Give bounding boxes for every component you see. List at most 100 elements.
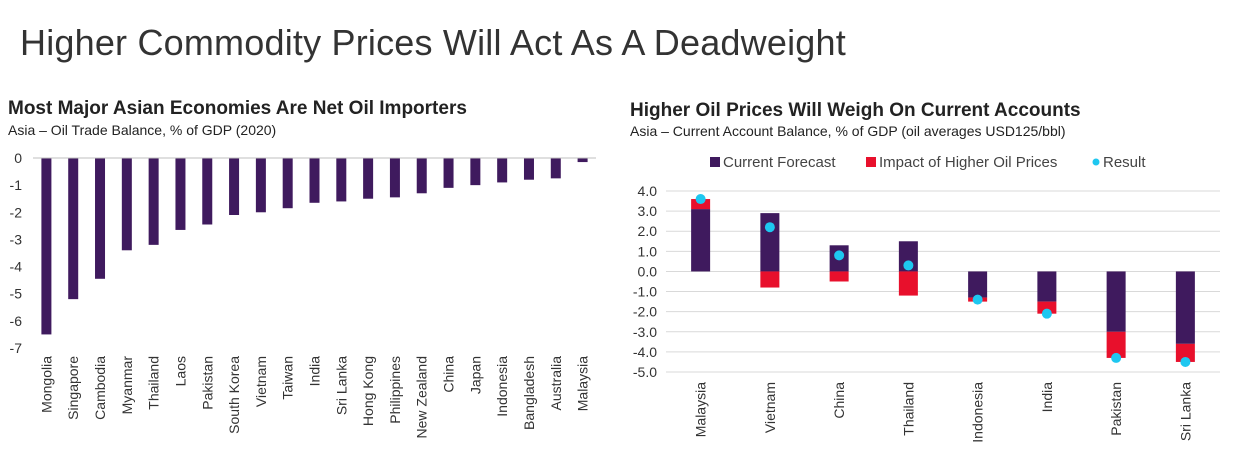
x-tick-label: Indonesia — [970, 382, 986, 443]
legend-swatch — [1092, 158, 1100, 166]
result-point — [972, 294, 983, 305]
x-tick-label: Malaysia — [575, 356, 591, 411]
x-tick-label: Thailand — [900, 382, 916, 436]
legend-label: Impact of Higher Oil Prices — [879, 154, 1057, 171]
x-tick-label: Vietnam — [762, 382, 778, 433]
x-tick-label: India — [1039, 382, 1055, 413]
bar — [550, 158, 561, 179]
legend-label: Current Forecast — [723, 154, 836, 171]
page-title: Higher Commodity Prices Will Act As A De… — [20, 22, 846, 63]
current-forecast-bar — [1037, 271, 1057, 302]
current-forecast-bar — [1175, 271, 1195, 344]
bar — [148, 158, 159, 245]
current-forecast-bar — [968, 271, 988, 298]
y-tick-label: 3.0 — [638, 203, 658, 219]
current-forecast-bar — [1106, 271, 1126, 332]
bar — [389, 158, 400, 198]
x-tick-label: China — [831, 382, 847, 419]
result-point — [764, 222, 775, 233]
current-forecast-bar — [691, 209, 711, 272]
y-tick-label: -7 — [10, 340, 23, 356]
y-tick-label: -1.0 — [633, 284, 657, 300]
y-tick-label: -1 — [10, 177, 23, 193]
result-point — [903, 260, 914, 271]
x-tick-label: Pakistan — [199, 356, 215, 410]
y-tick-label: -5 — [10, 286, 23, 302]
bar — [470, 158, 481, 186]
x-tick-label: Thailand — [146, 356, 162, 410]
x-tick-label: South Korea — [226, 356, 242, 434]
bar — [202, 158, 213, 225]
impact-bar — [1106, 331, 1126, 358]
x-tick-label: Sri Lanka — [1177, 382, 1193, 441]
y-tick-label: 2.0 — [638, 223, 658, 239]
x-tick-label: Vietnam — [253, 356, 269, 407]
y-tick-label: -2.0 — [633, 304, 657, 320]
x-tick-label: Australia — [548, 356, 564, 411]
impact-bar — [1175, 343, 1195, 362]
bar — [309, 158, 320, 203]
bar — [363, 158, 374, 199]
bar — [255, 158, 266, 213]
x-tick-label: Malaysia — [693, 382, 709, 437]
bar — [523, 158, 534, 180]
result-point — [1041, 308, 1052, 319]
x-tick-label: Sri Lanka — [333, 356, 349, 415]
y-tick-label: -3 — [10, 231, 23, 247]
left-chart-subtitle: Asia – Oil Trade Balance, % of GDP (2020… — [8, 122, 277, 138]
bar — [68, 158, 79, 300]
legend-result: Result — [1092, 154, 1146, 171]
bar — [282, 158, 293, 209]
impact-bar — [691, 199, 711, 210]
x-tick-label: Singapore — [65, 356, 81, 420]
x-tick-label: Indonesia — [494, 356, 510, 417]
legend-swatch — [710, 157, 720, 167]
x-tick-label: Bangladesh — [521, 356, 537, 430]
y-tick-label: 1.0 — [638, 243, 658, 259]
x-tick-label: China — [441, 356, 457, 393]
impact-bar — [829, 271, 849, 282]
left-chart-title: Most Major Asian Economies Are Net Oil I… — [8, 98, 467, 119]
x-tick-label: Philippines — [387, 356, 403, 424]
x-tick-label: Laos — [172, 356, 188, 386]
x-tick-label: Myanmar — [119, 356, 135, 415]
right-chart-title: Higher Oil Prices Will Weigh On Current … — [630, 100, 1081, 121]
bar — [41, 158, 52, 335]
x-tick-label: New Zealand — [414, 356, 430, 439]
result-point — [1180, 356, 1191, 367]
y-tick-label: 0 — [14, 150, 22, 166]
bar — [443, 158, 454, 188]
y-tick-label: -4.0 — [633, 344, 657, 360]
bar — [95, 158, 106, 279]
x-tick-label: Mongolia — [38, 356, 54, 413]
x-tick-label: India — [307, 356, 323, 387]
result-point — [834, 250, 845, 261]
impact-bar — [760, 271, 780, 288]
y-tick-label: -5.0 — [633, 364, 657, 380]
x-tick-label: Hong Kong — [360, 356, 376, 426]
x-tick-label: Japan — [467, 356, 483, 394]
bar — [336, 158, 347, 202]
bar — [121, 158, 132, 251]
x-tick-label: Cambodia — [92, 356, 108, 420]
y-tick-label: -4 — [10, 259, 23, 275]
bar — [229, 158, 240, 215]
x-tick-label: Pakistan — [1108, 382, 1124, 436]
result-point — [1111, 352, 1122, 363]
y-tick-label: 4.0 — [638, 183, 658, 199]
right-chart-subtitle: Asia – Current Account Balance, % of GDP… — [630, 123, 1066, 139]
bar — [175, 158, 186, 230]
impact-bar — [1037, 301, 1057, 314]
impact-bar — [898, 271, 918, 296]
current-forecast-bar — [760, 213, 780, 272]
y-tick-label: -6 — [10, 313, 23, 329]
result-point — [695, 194, 706, 205]
bar — [416, 158, 427, 194]
y-tick-label: -3.0 — [633, 324, 657, 340]
legend-impact: Impact of Higher Oil Prices — [866, 154, 1057, 171]
bar — [577, 158, 588, 163]
y-tick-label: 0.0 — [638, 263, 658, 279]
y-tick-label: -2 — [10, 204, 23, 220]
